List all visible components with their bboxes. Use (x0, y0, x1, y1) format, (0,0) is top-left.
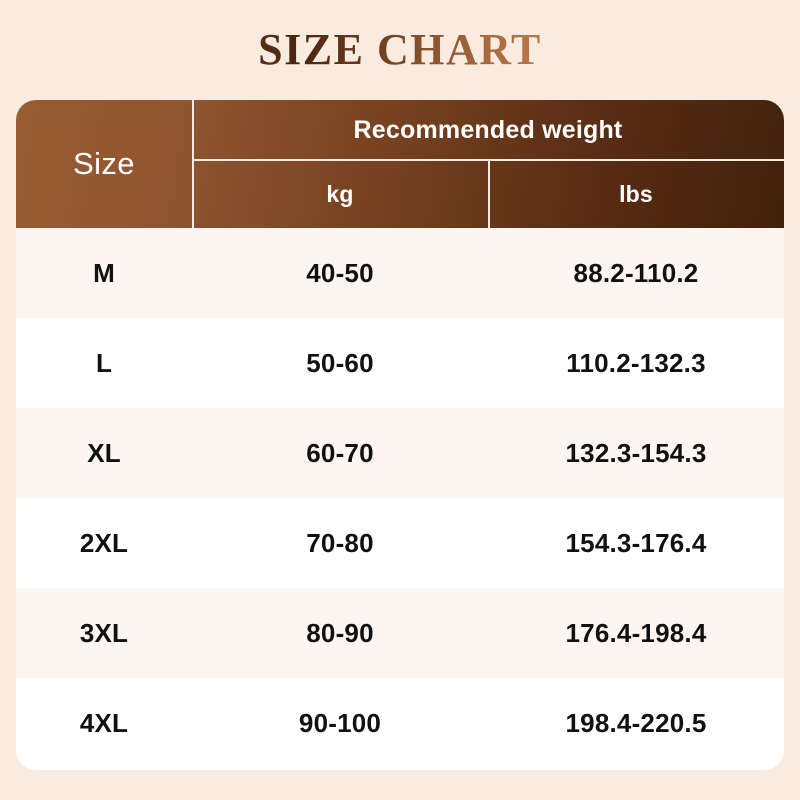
header-divider-vertical-units (488, 160, 490, 228)
cell-kg: 50-60 (306, 347, 374, 378)
cell-size: M (93, 257, 115, 288)
cell-kg: 80-90 (306, 617, 374, 648)
table-row: XL 60-70 132.3-154.3 (16, 408, 784, 498)
cell-size: L (95, 347, 113, 378)
cell-kg: 70-80 (306, 527, 374, 558)
header-divider-vertical-size (192, 100, 194, 228)
header-cell-kg: kg (326, 180, 354, 207)
cell-size: 4XL (79, 707, 129, 738)
header-cell-lbs: lbs (619, 180, 653, 207)
header-units-row: kg lbs (192, 160, 784, 228)
cell-lbs: 154.3-176.4 (565, 527, 707, 558)
table-row: 2XL 70-80 154.3-176.4 (16, 498, 784, 588)
cell-size: 3XL (79, 617, 129, 648)
cell-kg: 90-100 (298, 707, 382, 738)
table-row: 3XL 80-90 176.4-198.4 (16, 588, 784, 678)
header-weight-group: Recommended weight kg lbs (192, 100, 784, 228)
table-row: M 40-50 88.2-110.2 (16, 228, 784, 318)
cell-size: XL (87, 437, 121, 468)
cell-lbs: 110.2-132.3 (566, 347, 706, 378)
cell-kg: 40-50 (306, 257, 374, 288)
title-container: SIZE CHART (0, 0, 800, 100)
cell-lbs: 198.4-220.5 (565, 707, 707, 738)
cell-size: 2XL (79, 527, 129, 558)
cell-lbs: 88.2-110.2 (573, 257, 699, 288)
size-chart-table: Size Recommended weight kg lbs M 40-50 8… (16, 100, 784, 770)
header-cell-recommended-weight: Recommended weight (353, 115, 623, 144)
table-row: L 50-60 110.2-132.3 (16, 318, 784, 408)
cell-lbs: 176.4-198.4 (565, 617, 707, 648)
table-header: Size Recommended weight kg lbs (16, 100, 784, 228)
page-title: SIZE CHART (258, 25, 542, 74)
cell-lbs: 132.3-154.3 (565, 437, 707, 468)
table-body: M 40-50 88.2-110.2 L 50-60 110.2-132.3 X… (16, 228, 784, 768)
cell-kg: 60-70 (306, 437, 374, 468)
header-cell-size: Size (73, 146, 135, 181)
table-row: 4XL 90-100 198.4-220.5 (16, 678, 784, 768)
